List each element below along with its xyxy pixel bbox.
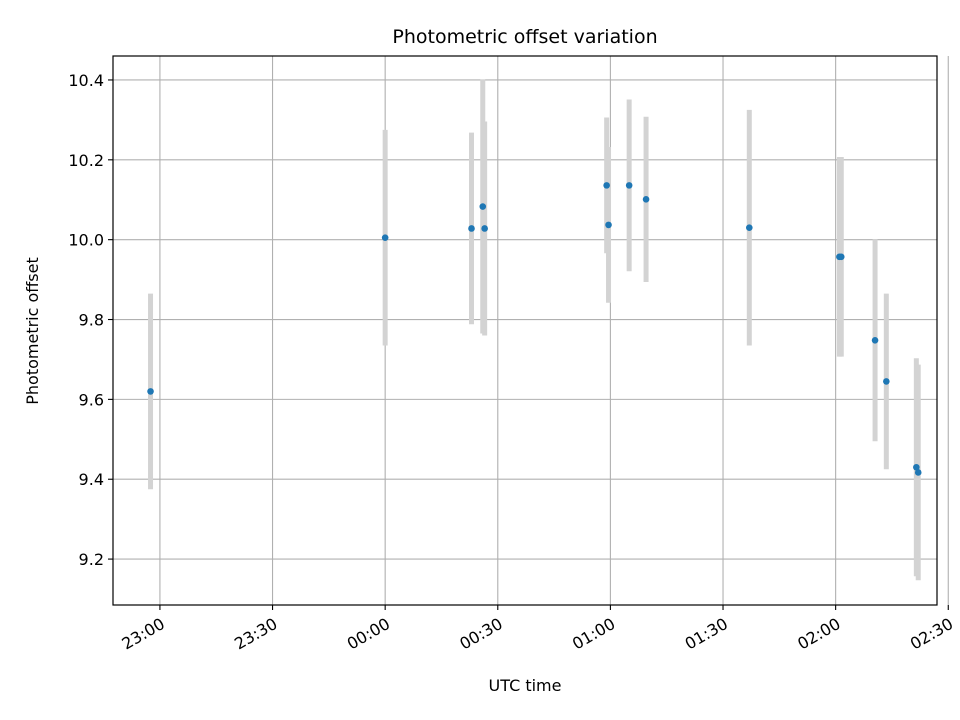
- y-axis-ticks: 9.2 9.4 9.6 9.8 10.0 10.2 10.4: [68, 71, 113, 569]
- data-point: [605, 221, 612, 229]
- data-point: [479, 203, 487, 210]
- data-point: [871, 336, 879, 344]
- y-tick-label: 9.2: [79, 550, 104, 569]
- plot-frame: [112, 55, 938, 606]
- y-axis-title: Photometric offset: [23, 257, 42, 405]
- data-point: [746, 224, 753, 231]
- data-point: [381, 234, 389, 241]
- data-points: [147, 182, 922, 476]
- y-tick-label: 9.4: [79, 470, 104, 489]
- y-tick-label: 10.4: [68, 71, 104, 90]
- data-point: [603, 182, 610, 189]
- data-point: [481, 225, 488, 232]
- chart-title: Photometric offset variation: [392, 26, 657, 48]
- data-point: [883, 378, 890, 385]
- y-tick-label: 10.0: [68, 231, 104, 250]
- x-axis-title: UTC time: [489, 676, 562, 695]
- data-point: [642, 196, 650, 203]
- grid: [113, 56, 949, 605]
- data-point: [913, 463, 920, 471]
- data-point: [914, 469, 922, 476]
- data-point: [468, 225, 475, 232]
- data-point: [837, 253, 845, 261]
- data-point: [625, 182, 633, 189]
- data-point: [147, 388, 154, 395]
- y-tick-label: 9.6: [79, 390, 104, 409]
- y-tick-label: 10.2: [68, 151, 104, 170]
- y-tick-label: 9.8: [79, 311, 104, 330]
